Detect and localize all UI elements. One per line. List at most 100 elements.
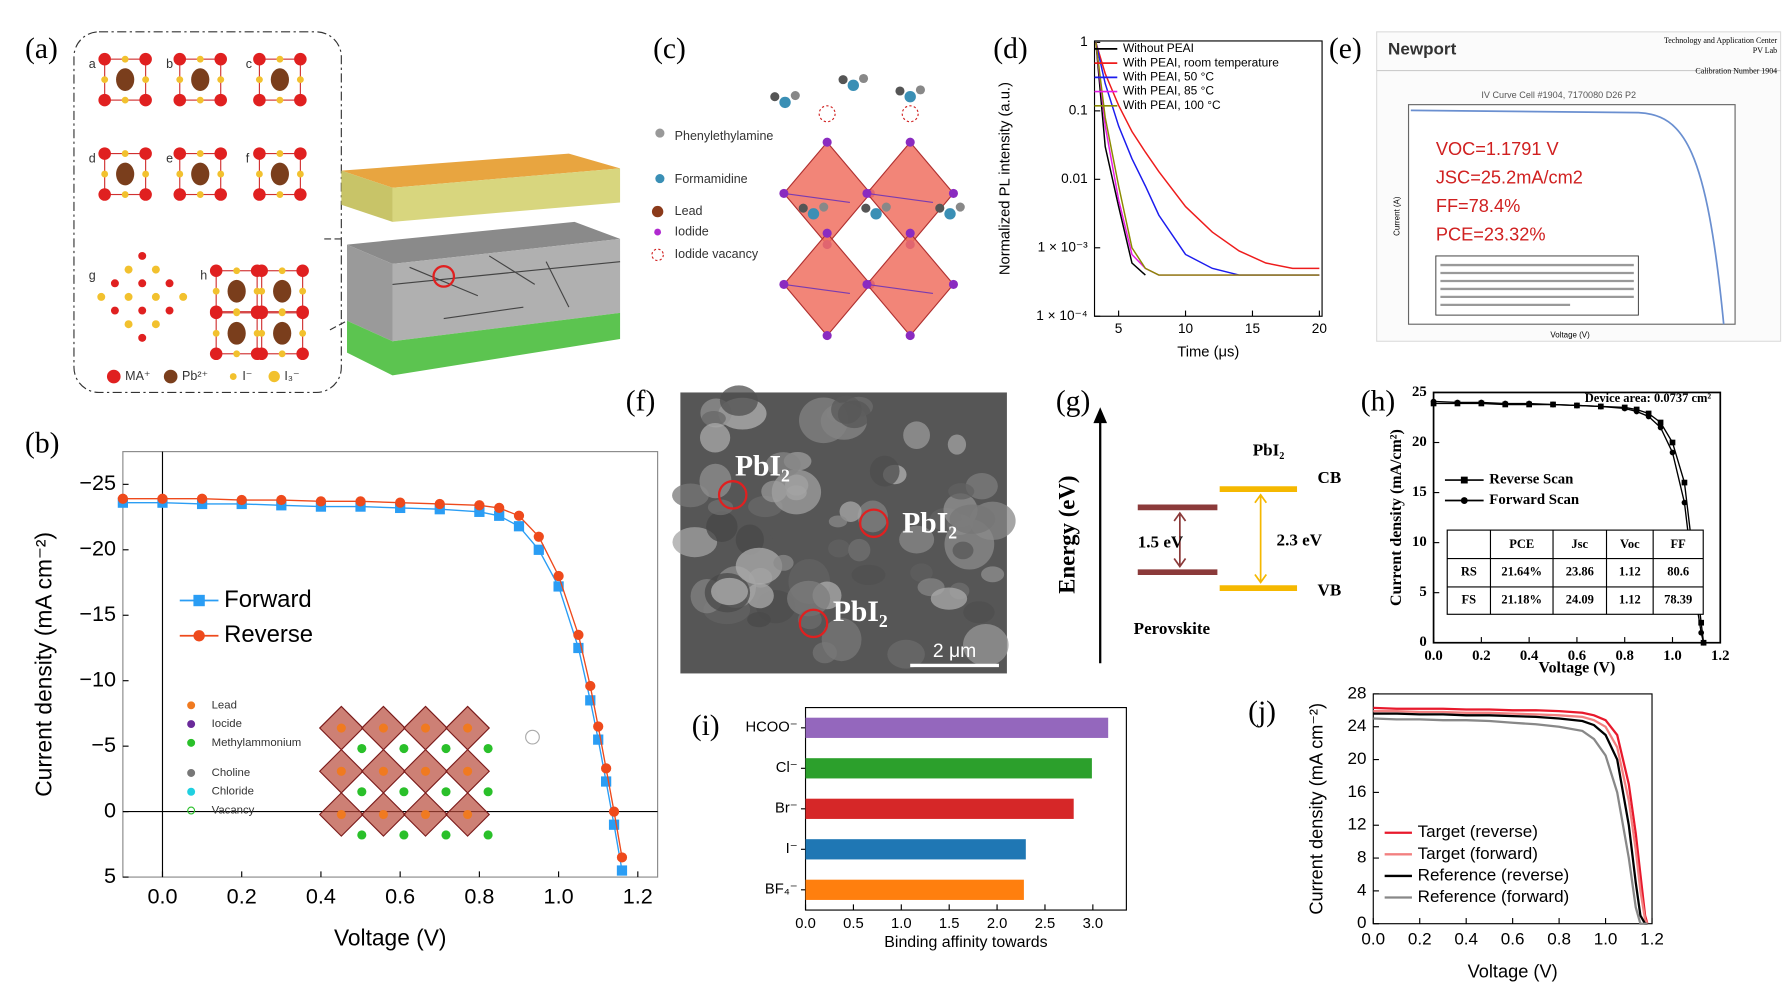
inset-atom (420, 766, 431, 776)
marker (315, 496, 327, 507)
table-cell: 1.12 (1619, 593, 1641, 607)
inset-atom (441, 787, 451, 797)
ma-ion (209, 306, 223, 320)
molecule-atom (798, 203, 808, 213)
ion (151, 265, 160, 274)
y-tick-label: 16 (1347, 782, 1366, 801)
sublabel: h (200, 269, 207, 283)
iodide-ion (276, 150, 284, 157)
gap-arrow (1173, 511, 1187, 568)
grain (745, 583, 774, 609)
marker (1574, 402, 1580, 409)
x-tick-label: 0.0 (147, 883, 177, 908)
note-lines (1440, 263, 1634, 307)
marker (1478, 399, 1485, 406)
ma-ion (173, 93, 187, 107)
marker (601, 776, 612, 787)
iodide-ion (101, 76, 109, 84)
ion (165, 306, 174, 315)
bar (805, 839, 1026, 860)
image-label: PbI₂ (735, 450, 790, 482)
legend-icon (187, 806, 196, 815)
header-text: PV Lab (1753, 46, 1777, 55)
molecule-atom (935, 203, 945, 213)
marker (276, 494, 287, 506)
marker (1681, 499, 1688, 506)
molecule-atom (779, 96, 791, 109)
molecule-atom (807, 208, 820, 220)
inset-atom (399, 830, 409, 840)
iodide-ion (217, 76, 225, 84)
grain (828, 539, 850, 558)
ma-ion (139, 93, 152, 107)
iodide-ion (217, 170, 225, 178)
x-tick-label: 0.4 (1520, 648, 1539, 664)
x-axis-label: Voltage (V) (1468, 961, 1558, 981)
legend-icon (187, 720, 196, 729)
ma-ion (214, 93, 227, 107)
marker (608, 819, 620, 830)
octahedron-edge (866, 283, 934, 295)
legend-icon (106, 369, 121, 384)
table-header: PCE (1509, 537, 1534, 551)
ma-ion (139, 52, 152, 66)
legend-label: Iodide (675, 224, 709, 238)
y-tick-label: 5 (1419, 584, 1426, 600)
x-tick-label: 1.0 (891, 916, 912, 932)
pb-ion (270, 68, 289, 92)
image-label: PbI₂ (833, 596, 888, 628)
inset-atom (399, 787, 409, 797)
axis-label: Current (A) (1392, 196, 1401, 236)
panel-e: Newport Technology and Application Cente… (1376, 31, 1782, 342)
band-label: CB (1318, 468, 1342, 487)
marker (1550, 401, 1556, 408)
result-text: VOC=1.1791 V (1436, 139, 1560, 159)
category-label: HCOO⁻ (745, 720, 797, 736)
iodide-ion (255, 170, 263, 178)
iodide-ion (212, 329, 220, 337)
y-tick-label: 10 (1412, 534, 1427, 550)
marker (1669, 439, 1676, 446)
ma-ion (253, 93, 266, 107)
pb-ion (191, 68, 210, 92)
y-tick-label: 8 (1357, 848, 1366, 867)
marker (585, 695, 596, 706)
table-cell: 1.12 (1619, 565, 1641, 579)
highlight-circle (717, 480, 748, 510)
layer (341, 153, 621, 188)
highlight-circle (859, 508, 889, 539)
bar (805, 879, 1024, 900)
marker (553, 570, 564, 582)
x-tick-label: 0.8 (1547, 929, 1571, 948)
marker (1698, 619, 1705, 626)
film (347, 244, 393, 342)
table-header: Jsc (1571, 537, 1588, 551)
grain (771, 469, 822, 515)
pb-ion (191, 162, 210, 186)
highlight-circle (798, 608, 829, 639)
vacancy (818, 105, 836, 123)
y-axis-label: Current density (mA cm⁻²) (1306, 703, 1326, 915)
ion (151, 320, 160, 329)
marker (1657, 419, 1664, 426)
series-line (1095, 42, 1146, 276)
x-tick-label: 0.8 (464, 883, 494, 908)
marker (533, 531, 544, 542)
octahedron (783, 232, 872, 337)
y-tick-label: 1 × 10⁻⁴ (1036, 308, 1088, 323)
sublabel: f (246, 152, 250, 166)
gap-arrow (1254, 493, 1268, 584)
marker (513, 521, 525, 532)
ma-ion (139, 147, 152, 160)
sublabel: a (89, 57, 96, 71)
ion (110, 306, 119, 315)
iodide-atom (948, 279, 958, 289)
x-tick-label: 0.0 (1424, 648, 1442, 664)
iodide-ion (196, 191, 204, 198)
marker (196, 493, 208, 504)
category-label: I⁻ (786, 841, 798, 857)
ion (179, 292, 188, 301)
iv-curve (1410, 109, 1725, 325)
marker (1657, 424, 1664, 431)
grain (828, 515, 848, 528)
